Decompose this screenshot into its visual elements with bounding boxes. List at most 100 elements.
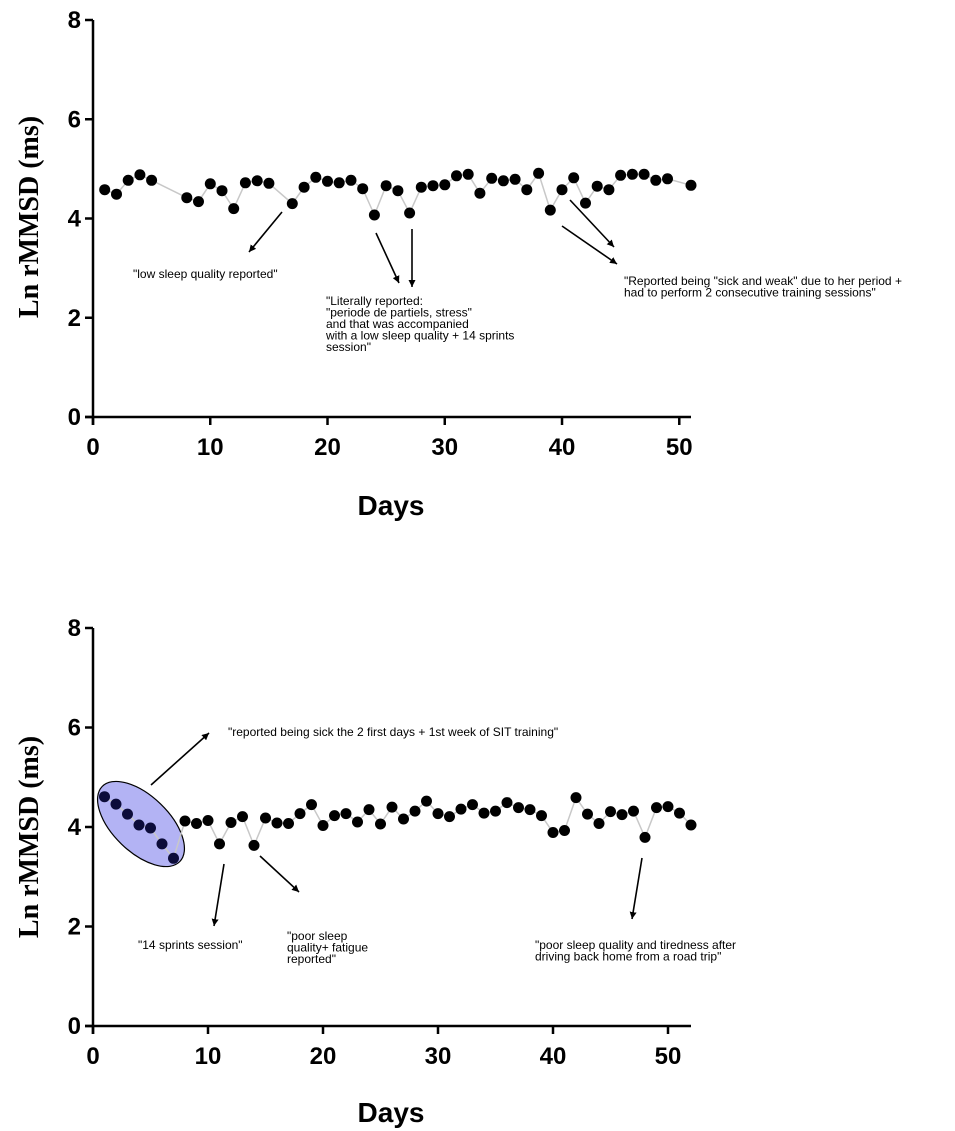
y-tick-label: 2 [68, 305, 81, 332]
data-point [99, 184, 111, 196]
data-point [122, 174, 134, 186]
annotation-sick-weak: "Reported being "sick and weak" due to h… [624, 274, 905, 300]
y-tick-label: 6 [68, 106, 81, 133]
data-point [674, 807, 685, 819]
data-point [444, 811, 455, 823]
data-point [333, 177, 345, 189]
x-tick-label: 20 [310, 1043, 337, 1070]
data-point [628, 805, 639, 817]
data-point [474, 187, 486, 199]
x-tick-label: 20 [314, 434, 341, 461]
data-point [486, 172, 498, 184]
data-point [559, 825, 570, 836]
data-point [228, 203, 240, 215]
data-point [363, 804, 375, 816]
data-point [340, 808, 352, 820]
chart-top-x-axis-title: Days [358, 490, 425, 521]
annotation-14-sprints: "14 sprints session" [138, 938, 243, 952]
y-tick-label: 8 [68, 615, 81, 642]
data-point [662, 173, 673, 185]
x-tick-label: 30 [431, 434, 458, 461]
data-point [133, 819, 145, 831]
data-point [462, 168, 474, 180]
annotation-arrow [569, 199, 615, 248]
annotation-arrow [211, 863, 225, 927]
data-point [179, 815, 191, 827]
chart-top-series [99, 167, 697, 221]
annotation-poor-sleep-fatigue: "poor sleep quality+ fatigue reported" [287, 929, 371, 966]
data-point [260, 812, 271, 824]
data-point [615, 169, 627, 181]
x-tick-label: 10 [197, 434, 224, 461]
chart-top-x-ticks: 0 10 20 30 40 50 [85, 415, 693, 461]
data-point [524, 804, 536, 816]
annotation-partiels-stress: "Literally reported: "periode de partiel… [325, 294, 518, 354]
data-point [478, 807, 490, 819]
data-point [368, 209, 380, 221]
chart-bottom-y-axis-title: Ln rMMSD (ms) [14, 736, 45, 938]
data-point [145, 822, 156, 834]
data-point [214, 838, 225, 850]
data-point [99, 791, 110, 803]
data-point [386, 801, 398, 813]
data-point [490, 805, 501, 817]
chart-bottom: Ln rMMSD (ms) Days 0 2 4 6 8 0 10 20 30 40 50 "re… [14, 615, 739, 1128]
data-point [509, 173, 521, 185]
y-tick-label: 6 [68, 715, 81, 742]
data-point [467, 799, 478, 811]
chart-top: Ln rMMSD (ms) Days 0 2 4 6 8 0 10 20 30 40 50 "lo… [14, 7, 905, 521]
data-point [306, 799, 317, 811]
data-point [248, 839, 260, 851]
data-point [357, 183, 369, 195]
data-point [134, 169, 146, 181]
data-point [533, 167, 545, 179]
chart-bottom-x-ticks: 0 10 20 30 40 50 [85, 1024, 691, 1070]
data-point [271, 817, 283, 829]
data-point [225, 817, 237, 828]
data-point [237, 811, 248, 823]
chart-bottom-series [99, 791, 697, 864]
x-tick-label: 50 [655, 1043, 682, 1070]
chart-bottom-x-axis-title: Days [358, 1097, 425, 1128]
data-point [593, 818, 605, 829]
chart-bottom-annotations: "reported being sick the 2 first days + … [138, 725, 739, 966]
annotation-arrow [629, 857, 643, 920]
data-point [580, 197, 591, 209]
chart-top-y-axis-title: Ln rMMSD (ms) [14, 116, 45, 318]
data-point [110, 798, 122, 810]
annotation-arrow [248, 211, 283, 253]
data-point [616, 809, 628, 821]
data-point [415, 181, 427, 193]
y-tick-label: 8 [68, 7, 81, 34]
annotation-road-trip: "poor sleep quality and tiredness after … [535, 938, 739, 964]
data-point [168, 852, 179, 864]
data-point [283, 818, 294, 829]
chart-bottom-y-ticks: 0 2 4 6 8 [68, 615, 95, 1040]
annotation-sick-first-days: "reported being sick the 2 first days + … [228, 725, 558, 739]
data-point [421, 795, 432, 807]
x-tick-label: 10 [195, 1043, 222, 1070]
data-point [547, 827, 559, 838]
x-tick-label: 40 [540, 1043, 567, 1070]
data-point [651, 802, 662, 814]
data-point [427, 180, 439, 192]
data-point [352, 816, 363, 828]
data-point [111, 188, 122, 200]
y-tick-label: 4 [68, 206, 82, 233]
data-point [286, 198, 298, 210]
data-point [146, 174, 158, 186]
annotation-arrow [561, 225, 618, 265]
data-point [375, 818, 386, 830]
annotation-arrow [375, 232, 400, 284]
x-tick-label: 40 [549, 434, 576, 461]
data-point [568, 172, 580, 184]
data-point [298, 181, 310, 193]
data-point [329, 810, 340, 822]
data-point [650, 174, 662, 186]
data-point [181, 192, 193, 204]
data-point [239, 177, 251, 189]
x-tick-label: 30 [425, 1043, 452, 1070]
data-point [603, 184, 615, 196]
data-point [251, 175, 263, 187]
